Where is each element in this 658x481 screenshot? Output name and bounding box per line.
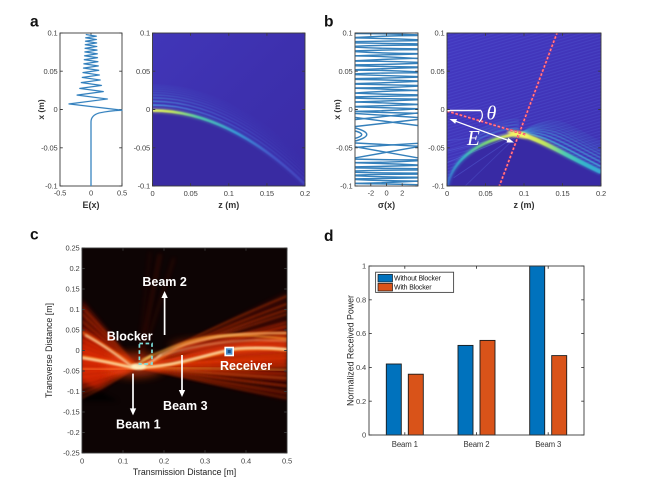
svg-text:-0.05: -0.05 (134, 143, 150, 152)
svg-text:0.5: 0.5 (282, 457, 292, 466)
svg-text:-0.1: -0.1 (340, 182, 352, 191)
svg-text:0.05: 0.05 (44, 67, 58, 76)
svg-text:-0.1: -0.1 (45, 182, 57, 191)
svg-text:Beam 3: Beam 3 (163, 399, 208, 413)
svg-text:0.1: 0.1 (140, 29, 150, 38)
svg-text:0.05: 0.05 (136, 67, 150, 76)
svg-text:0: 0 (384, 189, 388, 198)
svg-text:d: d (324, 228, 333, 245)
svg-text:-0.25: -0.25 (63, 449, 79, 458)
svg-text:0: 0 (362, 431, 366, 440)
svg-text:0.4: 0.4 (241, 457, 251, 466)
svg-text:a: a (30, 14, 39, 31)
svg-text:-0.1: -0.1 (138, 182, 150, 191)
svg-text:0.25: 0.25 (66, 244, 80, 253)
svg-text:-0.1: -0.1 (67, 387, 79, 396)
svg-text:-0.05: -0.05 (428, 143, 444, 152)
svg-text:-0.2: -0.2 (67, 428, 79, 437)
svg-text:0.05: 0.05 (184, 189, 198, 198)
svg-text:0: 0 (80, 457, 84, 466)
svg-text:0.2: 0.2 (596, 189, 606, 198)
svg-text:0.1: 0.1 (435, 29, 445, 38)
svg-text:E: E (466, 126, 480, 150)
svg-text:Beam 3: Beam 3 (535, 440, 561, 449)
svg-text:0.1: 0.1 (519, 189, 529, 198)
svg-text:0.05: 0.05 (479, 189, 493, 198)
svg-text:0.05: 0.05 (66, 326, 80, 335)
svg-text:0.8: 0.8 (356, 295, 366, 304)
svg-text:1: 1 (362, 262, 366, 271)
svg-text:x (m): x (m) (36, 99, 46, 119)
svg-text:x (m): x (m) (332, 99, 342, 119)
svg-text:Beam 1: Beam 1 (392, 440, 418, 449)
svg-text:-0.1: -0.1 (432, 182, 444, 191)
svg-text:0.1: 0.1 (118, 457, 128, 466)
svg-text:0.5: 0.5 (117, 189, 127, 198)
svg-text:b: b (324, 14, 333, 31)
svg-text:0: 0 (146, 105, 150, 114)
svg-text:0.2: 0.2 (300, 189, 310, 198)
svg-text:0.1: 0.1 (48, 29, 58, 38)
svg-text:With Blocker: With Blocker (394, 285, 432, 292)
svg-text:0.2: 0.2 (70, 264, 80, 273)
svg-text:0: 0 (150, 189, 154, 198)
svg-text:-0.05: -0.05 (41, 143, 57, 152)
svg-text:0.2: 0.2 (159, 457, 169, 466)
svg-text:σ(x): σ(x) (378, 200, 395, 210)
svg-text:0.05: 0.05 (339, 67, 353, 76)
svg-text:z (m): z (m) (514, 200, 535, 210)
svg-text:0: 0 (440, 105, 444, 114)
svg-text:0: 0 (53, 105, 57, 114)
svg-text:0.4: 0.4 (356, 363, 366, 372)
svg-text:θ: θ (487, 103, 497, 125)
svg-text:0.15: 0.15 (66, 285, 80, 294)
svg-text:Normalized Received Power: Normalized Received Power (346, 295, 356, 406)
svg-text:0.15: 0.15 (556, 189, 570, 198)
svg-text:0.1: 0.1 (343, 29, 353, 38)
svg-text:-0.15: -0.15 (63, 408, 79, 417)
svg-text:Blocker: Blocker (107, 330, 153, 344)
svg-text:0: 0 (445, 189, 449, 198)
svg-text:Beam 2: Beam 2 (464, 440, 490, 449)
svg-text:0.15: 0.15 (260, 189, 274, 198)
svg-text:z (m): z (m) (218, 200, 239, 210)
svg-text:0.1: 0.1 (224, 189, 234, 198)
svg-text:-0.05: -0.05 (63, 367, 79, 376)
svg-text:-0.05: -0.05 (336, 143, 352, 152)
svg-text:Transmission Distance [m]: Transmission Distance [m] (133, 467, 236, 477)
svg-text:0.6: 0.6 (356, 329, 366, 338)
svg-text:Receiver: Receiver (220, 359, 272, 373)
svg-text:Transverse Distance [m]: Transverse Distance [m] (44, 303, 54, 398)
svg-text:E(x): E(x) (82, 200, 99, 210)
svg-text:Beam 1: Beam 1 (116, 417, 161, 431)
svg-text:Without Blocker: Without Blocker (394, 276, 442, 283)
svg-text:c: c (30, 227, 39, 244)
svg-text:0.3: 0.3 (200, 457, 210, 466)
svg-text:0.1: 0.1 (70, 305, 80, 314)
svg-text:-2: -2 (368, 189, 374, 198)
svg-text:0.05: 0.05 (431, 67, 445, 76)
svg-text:0.2: 0.2 (356, 397, 366, 406)
svg-text:-0.5: -0.5 (54, 189, 66, 198)
svg-text:0: 0 (348, 105, 352, 114)
svg-text:Beam 2: Beam 2 (142, 275, 187, 289)
svg-text:0: 0 (89, 189, 93, 198)
svg-text:0: 0 (75, 346, 79, 355)
svg-text:2: 2 (400, 189, 404, 198)
